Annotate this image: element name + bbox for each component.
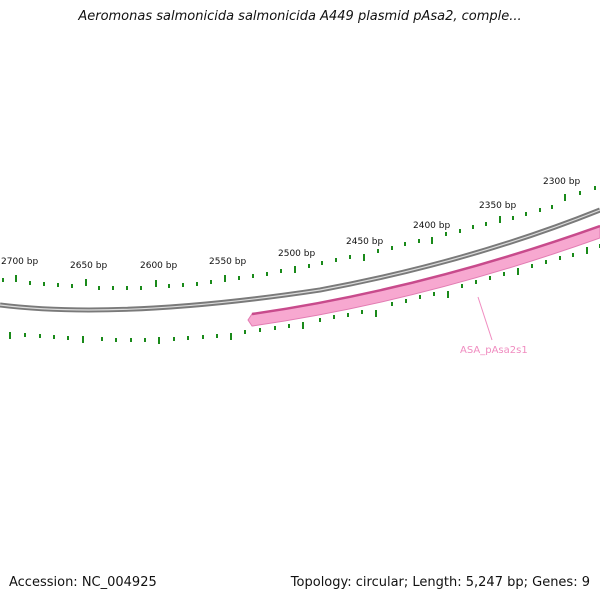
map-title: Aeromonas salmonicida salmonicida A449 p… [78,9,522,24]
summary-text: Topology: circular; Length: 5,247 bp; Ge… [290,575,590,590]
gene-feature-edge [251,224,600,316]
outer-tick-ring [2,186,596,290]
gene-feature-ASA_pAsa2s1[interactable] [247,225,600,327]
ruler-label-2400: 2400 bp [413,221,450,231]
inner-tick-ring [9,244,600,344]
ruler-label-2500: 2500 bp [278,249,315,259]
ruler-label-2700: 2700 bp [1,257,38,267]
ruler-label-2650: 2650 bp [70,261,107,271]
ruler-label-2600: 2600 bp [140,261,177,271]
ruler-label-2300: 2300 bp [543,177,580,187]
gene-label-ASA_pAsa2s1: ASA_pAsa2s1 [460,345,528,356]
ruler-label-2550: 2550 bp [209,257,246,267]
ruler-label-2350: 2350 bp [479,201,516,211]
gene-label-leader [477,296,493,341]
accession-text: Accession: NC_004925 [9,575,157,590]
backbone-inner [0,209,600,311]
ruler-label-2450: 2450 bp [346,237,383,247]
